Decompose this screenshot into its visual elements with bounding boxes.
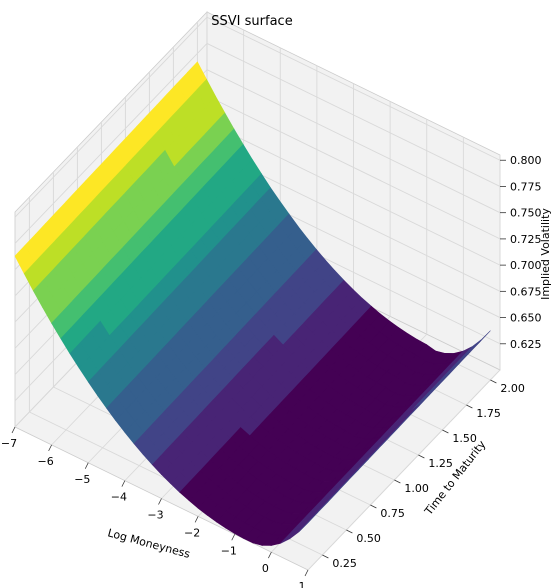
surface-patch [298, 511, 319, 533]
x-tick-label: 0 [262, 562, 269, 575]
x-tick-mark [11, 426, 16, 434]
y-tick-label: 1.75 [476, 407, 501, 420]
y-tick-mark [394, 479, 401, 484]
y-tick-mark [322, 554, 329, 559]
y-tick-mark [442, 429, 449, 434]
x-tick-mark [121, 480, 126, 487]
z-grid-line [14, 43, 208, 244]
y-tick-mark [418, 454, 425, 459]
z-grid-line [206, 121, 501, 266]
z-grid-line [14, 16, 208, 218]
y-tick-label: 1.00 [404, 482, 429, 495]
x-tick-label: −4 [111, 491, 127, 504]
z-tick-label: 0.750 [510, 207, 542, 220]
y-tick-label: 1.50 [452, 432, 477, 445]
tick-labels: −7 −6 −5 −4 −3 −2 −1 0 1 0.25 0.50 0.75 1.00 1.25 1.50… [1, 154, 542, 588]
y-tick-label: 0.25 [332, 557, 357, 570]
x-tick-mark [48, 444, 52, 452]
y-tick-label: 2.00 [500, 382, 525, 395]
y-tick-mark [370, 504, 377, 509]
x-tick-label: −2 [184, 526, 200, 539]
x-tick-label: −1 [221, 544, 237, 557]
x-tick-label: −7 [1, 437, 17, 450]
x-tick-label: −3 [147, 509, 163, 522]
surface-mesh [14, 61, 491, 547]
z-grid-line [206, 69, 501, 214]
x-tick-mark [194, 516, 199, 523]
y-tick-label: 1.25 [428, 457, 453, 470]
z-grid-line [206, 43, 501, 187]
x-tick-mark [304, 569, 309, 577]
x-axis-label: Log Moneyness [106, 526, 192, 561]
chart-title: SSVI surface [211, 14, 292, 29]
y-tick-mark [346, 529, 353, 534]
x-tick-label: 1 [299, 580, 306, 588]
x-tick-mark [158, 498, 162, 505]
z-tick-label: 0.625 [510, 338, 542, 351]
z-tick-label: 0.775 [510, 181, 542, 194]
x-grid-line [307, 369, 501, 571]
y-axis-label: Time to Maturity [422, 438, 489, 519]
z-grid-line [206, 16, 501, 161]
z-tick-label: 0.800 [510, 154, 542, 167]
y-tick-mark [490, 379, 497, 384]
y-tick-label: 0.75 [380, 507, 405, 520]
x-tick-label: −5 [74, 473, 90, 486]
z-tick-label: 0.675 [510, 285, 542, 298]
z-axis-label: Implied Volatility [539, 208, 552, 300]
x-tick-mark [84, 462, 89, 469]
z-tick-label: 0.700 [510, 259, 542, 272]
x-tick-mark [268, 551, 272, 559]
x-tick-mark [231, 534, 236, 541]
y-tick-label: 0.50 [356, 532, 381, 545]
x-tick-label: −6 [37, 455, 53, 468]
z-tick-label: 0.725 [510, 233, 542, 246]
z-grid-line [206, 95, 501, 240]
z-tick-label: 0.650 [510, 312, 542, 325]
y-tick-mark [466, 404, 473, 409]
